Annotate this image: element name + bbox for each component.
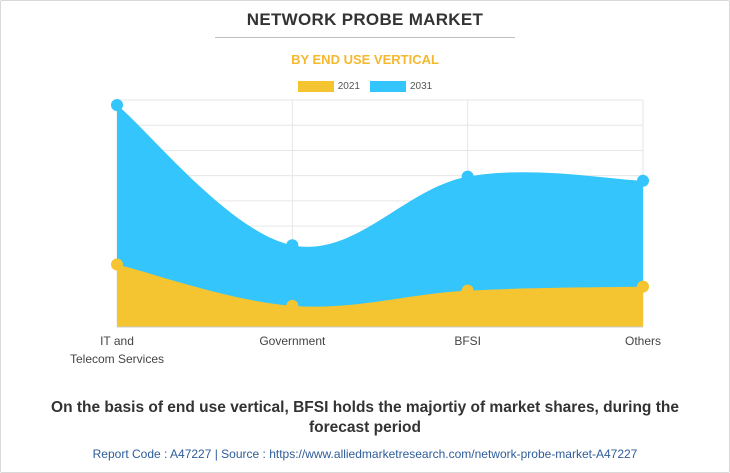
legend-swatch-2021 bbox=[297, 81, 334, 92]
chart-caption: On the basis of end use vertical, BFSI h… bbox=[51, 399, 679, 436]
x-tick-label: Government bbox=[259, 334, 326, 348]
chart-subtitle: BY END USE VERTICAL bbox=[291, 52, 439, 67]
x-tick-label-line: IT and bbox=[100, 334, 134, 348]
x-tick-label-line: Others bbox=[625, 334, 661, 348]
data-point-2021-3 bbox=[637, 280, 649, 293]
x-tick-label: Others bbox=[625, 334, 661, 348]
title-divider bbox=[215, 37, 515, 38]
legend-label-2021: 2021 bbox=[337, 81, 360, 92]
area-series-2031 bbox=[117, 105, 643, 328]
chart-legend: 2021 2031 bbox=[0, 81, 730, 92]
x-tick-label: IT and Telecom Services bbox=[70, 334, 164, 366]
chart-title: NETWORK PROBE MARKET bbox=[246, 10, 484, 29]
data-point-2031-3 bbox=[637, 174, 649, 187]
data-point-2031-2 bbox=[461, 170, 474, 183]
legend-item-2031[interactable]: 2031 bbox=[370, 81, 432, 92]
legend-label-2031: 2031 bbox=[410, 81, 433, 92]
area-series-2021 bbox=[117, 264, 643, 327]
legend-swatch-2031 bbox=[370, 81, 406, 92]
data-point-2031-1 bbox=[286, 239, 299, 252]
data-point-2021-2 bbox=[461, 284, 474, 297]
x-tick-label: BFSI bbox=[454, 334, 481, 348]
x-tick-label-line: BFSI bbox=[454, 334, 481, 348]
x-tick-label-line: Telecom Services bbox=[70, 352, 164, 366]
x-tick-label-line: Government bbox=[259, 334, 326, 348]
source-line[interactable]: Report Code : A47227 | Source : https://… bbox=[92, 447, 638, 461]
data-point-2031-0 bbox=[111, 99, 123, 112]
data-point-2021-0 bbox=[111, 258, 123, 271]
data-point-2021-1 bbox=[286, 299, 299, 312]
legend-item-2021[interactable]: 2021 bbox=[297, 81, 360, 92]
